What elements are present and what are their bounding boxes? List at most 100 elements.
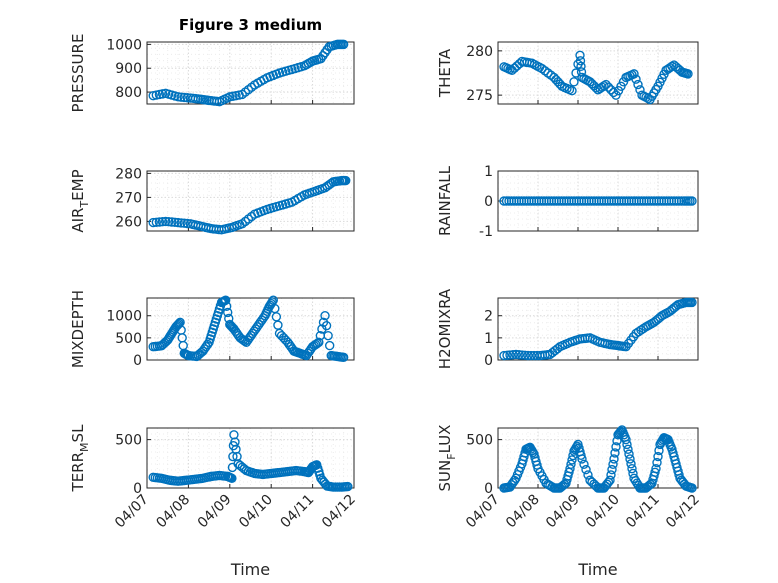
x-tick-label: 04/11 (278, 492, 318, 532)
data-point (520, 350, 530, 360)
x-axis-label: Time (577, 560, 617, 579)
data-point (624, 449, 634, 459)
data-point (320, 311, 330, 321)
data-point (567, 86, 577, 96)
data-point (581, 464, 591, 475)
y-axis-label: PRESSURE (69, 34, 87, 113)
data-point (179, 218, 189, 228)
data-point (567, 455, 577, 465)
data-point (338, 352, 349, 363)
data-point (633, 79, 643, 90)
y-tick-label: 0 (133, 481, 142, 497)
data-point (622, 439, 632, 450)
subplot-theta: 275 280 THETA (436, 41, 699, 105)
data-point (514, 350, 524, 360)
data-point (321, 320, 332, 331)
data-point (338, 39, 349, 50)
data-point (610, 448, 620, 458)
y-tick-label: 1000 (106, 309, 142, 325)
data-point (608, 459, 618, 469)
subplot-pressure: 800 900 1000 PRESSURE Figure 3 medium (69, 16, 355, 113)
x-tick-label: 04/09 (195, 492, 235, 532)
data-point (552, 343, 563, 354)
data-point (221, 301, 232, 312)
data-point (559, 479, 570, 490)
data-point (173, 217, 183, 228)
data-point (178, 340, 188, 351)
y-tick-label: 900 (115, 61, 142, 77)
data-point (220, 295, 231, 305)
data-point (629, 473, 639, 484)
data-point (603, 82, 614, 92)
data-point (607, 464, 617, 475)
y-axis-label: H2OMIXRA (436, 288, 454, 369)
x-tick-label: 04/08 (153, 492, 193, 532)
y-tick-label: 0 (133, 353, 142, 369)
data-point (160, 216, 171, 227)
data-point (566, 459, 576, 469)
x-tick-label: 04/12 (319, 492, 359, 532)
x-tick-label: 04/10 (583, 492, 623, 532)
y-axis-label: RAINFALL (436, 165, 454, 236)
x-tick-label: 04/09 (543, 492, 583, 532)
x-axis-label: Time (230, 560, 270, 579)
data-point (170, 217, 180, 228)
data-point (517, 350, 527, 360)
data-point (687, 297, 697, 308)
axes-frame (497, 41, 699, 105)
data-point (631, 74, 641, 84)
y-tick-label: 270 (115, 190, 142, 206)
axes-frame (146, 427, 355, 489)
data-point (505, 350, 515, 360)
data-point (605, 475, 615, 485)
subplot-sun_flux: 0 500 04/07 04/08 04/09 04/10 04/11 04/12 Time SU… (436, 425, 703, 579)
data-point (227, 473, 237, 484)
data-point (623, 444, 633, 454)
data-point (151, 217, 162, 228)
data-point (626, 459, 636, 469)
data-point (176, 92, 186, 102)
data-point (565, 463, 575, 474)
data-point (176, 218, 186, 228)
y-tick-label: 500 (115, 433, 142, 449)
data-point (179, 92, 189, 103)
chart-title: Figure 3 medium (179, 16, 322, 34)
data-point (324, 340, 335, 351)
y-axis-label: SUNFLUX (436, 425, 458, 492)
x-tick-label: 04/07 (463, 492, 503, 532)
subplot-rainfall: -1 0 1 RAINFALL (436, 164, 699, 240)
data-point (499, 350, 509, 361)
data-point (621, 434, 631, 445)
data-point (683, 69, 693, 79)
data-point (629, 69, 639, 79)
data-point (164, 216, 174, 227)
data-point (652, 457, 662, 468)
data-point (526, 350, 536, 361)
axes-frame (146, 170, 355, 232)
data-point (599, 81, 609, 91)
data-point (579, 459, 589, 469)
y-tick-label: 0 (484, 353, 493, 369)
data-point (687, 483, 697, 493)
subplot-air_temp: 260 270 280 AIRTEMP (69, 166, 355, 235)
y-tick-label: 1 (484, 164, 493, 180)
data-point (523, 350, 533, 361)
data-point (606, 470, 616, 480)
data-point (609, 454, 619, 464)
data-point (167, 217, 177, 227)
y-axis-label: TERRMSL (69, 424, 91, 493)
data-point (674, 196, 684, 206)
y-tick-label: 1000 (106, 37, 142, 53)
data-point (174, 318, 184, 329)
data-point (343, 481, 353, 492)
data-point (577, 454, 587, 464)
x-tick-label: 04/12 (663, 492, 703, 532)
y-tick-label: 260 (115, 214, 142, 230)
y-tick-label: 275 (466, 88, 493, 104)
data-point (601, 79, 611, 90)
x-tick-label: 04/07 (112, 492, 152, 532)
data-point (323, 330, 333, 341)
data-point (223, 307, 233, 318)
data-point (653, 451, 663, 462)
data-point (674, 469, 684, 480)
